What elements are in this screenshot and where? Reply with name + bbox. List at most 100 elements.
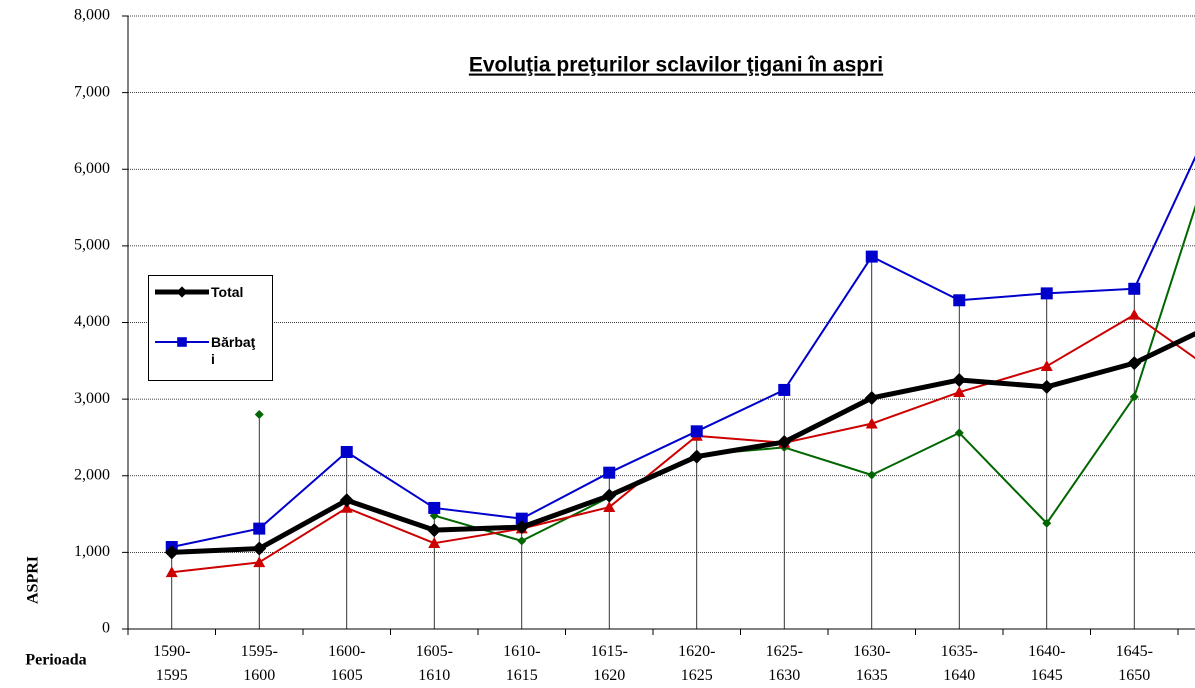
x-tick-label-line: 1640 [943, 667, 975, 684]
x-tick-label-line: 1630- [853, 643, 890, 660]
marker [1039, 379, 1054, 394]
marker [865, 417, 878, 429]
x-axis-label: Perioada [25, 652, 86, 669]
series-line [171, 155, 1195, 548]
marker [603, 501, 616, 512]
x-tick-label-line: 1595 [156, 667, 188, 684]
x-tick-label-line: 1605- [416, 643, 453, 660]
y-tick-label: 0 [102, 620, 110, 637]
legend-label: Total [211, 284, 244, 300]
x-tick-label: 1645- 1650 [1116, 643, 1153, 684]
marker [340, 501, 353, 513]
legend: Total Bărbaţi [148, 275, 273, 381]
y-tick-label: 5,000 [74, 237, 110, 254]
x-tick-label-line: 1595- [241, 643, 278, 660]
x-tick-label: 1600- 1605 [328, 643, 365, 684]
marker [953, 294, 966, 307]
marker [515, 512, 528, 525]
marker [865, 250, 878, 263]
x-tick-label: 1625- 1630 [766, 643, 803, 684]
legend-label: Bărbaţi [211, 334, 256, 367]
y-axis-label: ASPRI [25, 556, 42, 604]
marker [429, 511, 439, 521]
legend-marker [176, 286, 188, 298]
x-tick-label-line: 1610- [503, 643, 540, 660]
y-tick-label: 2,000 [74, 466, 110, 483]
marker [689, 449, 704, 464]
marker [428, 501, 441, 514]
x-tick-label-line: 1610 [418, 667, 450, 684]
y-tick-label: 7,000 [74, 83, 110, 100]
x-tick-label-line: 1620 [593, 667, 625, 684]
legend-swatch [155, 286, 209, 298]
marker [254, 409, 264, 419]
marker [1128, 282, 1141, 295]
legend-item: Total [153, 284, 257, 301]
marker [867, 470, 877, 480]
marker [954, 428, 964, 438]
marker [953, 386, 966, 398]
marker [1040, 360, 1053, 371]
marker [602, 488, 617, 503]
legend-marker [177, 337, 187, 347]
marker [339, 493, 354, 508]
x-tick-label-line: 1635 [856, 667, 888, 684]
marker [1042, 518, 1052, 528]
x-tick-label-line: 1605 [331, 667, 363, 684]
marker [1129, 392, 1139, 402]
legend-item: Bărbaţi [153, 334, 257, 368]
x-tick-label-line: 1625 [681, 667, 713, 684]
x-tick-label-line: 1620- [678, 643, 715, 660]
marker [1128, 308, 1141, 320]
x-tick-label: 1620- 1625 [678, 643, 715, 684]
y-tick-label: 1,000 [74, 543, 110, 560]
x-tick-label: 1610- 1615 [503, 643, 540, 684]
x-tick-label-line: 1645- [1116, 643, 1153, 660]
x-tick-label: 1590- 1595 [153, 643, 190, 684]
x-tick-label-line: 1635- [941, 643, 978, 660]
marker [517, 536, 527, 546]
marker [340, 445, 353, 458]
x-tick-label: 1595- 1600 [241, 643, 278, 684]
x-tick-label-line: 1640- [1028, 643, 1065, 660]
x-tick-label-line: 1630 [768, 667, 800, 684]
y-tick-label: 6,000 [74, 160, 110, 177]
marker [164, 545, 179, 560]
x-tick-label: 1635- 1640 [941, 643, 978, 684]
x-tick-label: 1615- 1620 [591, 643, 628, 684]
series-line [433, 204, 1195, 542]
chart-title: Evoluţia preţurilor sclavilor ţigani în … [469, 54, 883, 77]
marker [952, 372, 967, 387]
marker [778, 383, 791, 396]
legend-swatch [155, 337, 209, 347]
x-tick-label-line: 1600- [328, 643, 365, 660]
marker [428, 537, 441, 548]
x-tick-label: 1640- 1645 [1028, 643, 1065, 684]
x-tick-label-line: 1600 [243, 667, 275, 684]
x-tick-label: 1630- 1635 [853, 643, 890, 684]
marker [514, 520, 529, 535]
x-tick-label-line: 1650 [1118, 667, 1150, 684]
marker [603, 466, 616, 479]
marker [253, 556, 266, 568]
x-tick-label-line: 1590- [153, 643, 190, 660]
y-tick-label: 3,000 [74, 390, 110, 407]
marker [1040, 287, 1053, 300]
marker [427, 523, 442, 538]
series-line [171, 313, 1195, 574]
marker [777, 435, 792, 450]
x-tick-label: 1605- 1610 [416, 643, 453, 684]
marker [165, 566, 178, 578]
x-tick-label-line: 1615 [506, 667, 538, 684]
marker [1127, 356, 1142, 371]
x-tick-label-line: 1625- [766, 643, 803, 660]
y-tick-label: 4,000 [74, 313, 110, 330]
marker [690, 425, 703, 438]
x-tick-label-line: 1615- [591, 643, 628, 660]
y-tick-label: 8,000 [74, 7, 110, 24]
marker [253, 522, 266, 535]
x-tick-label-line: 1645 [1031, 667, 1063, 684]
marker [252, 541, 267, 556]
